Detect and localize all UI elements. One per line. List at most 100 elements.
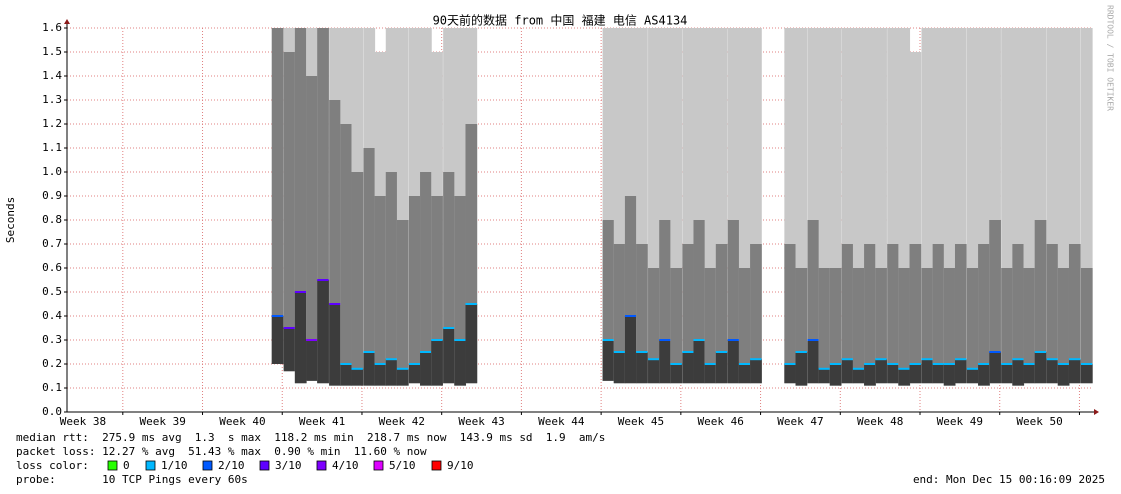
smoke-core [841, 359, 854, 384]
smoke-core [932, 364, 945, 384]
legend-swatch [259, 460, 270, 471]
smoke-core [283, 328, 296, 372]
smoke-outer [1023, 28, 1036, 384]
smoke-layer [271, 28, 1093, 386]
y-tick-label: 0.1 [42, 381, 62, 394]
smoke-core [807, 340, 820, 384]
smoke-outer [613, 28, 626, 384]
smoke-outer [943, 28, 956, 386]
y-tick-label: 0.5 [42, 285, 62, 298]
smoke-inner [864, 244, 876, 386]
smoke-core [648, 359, 660, 384]
smoke-inner [887, 244, 899, 384]
smoke-core [602, 340, 615, 381]
legend-label: 2/10 [218, 459, 245, 472]
y-tick-label: 0.6 [42, 261, 62, 274]
x-tick-label: Week 39 [139, 415, 185, 428]
smoke-core [294, 292, 307, 384]
smoke-outer [909, 52, 922, 384]
smoke-core [750, 359, 762, 384]
smoke-outer [1057, 28, 1070, 386]
smoke-core [898, 368, 911, 386]
smoke-core [682, 352, 695, 384]
smoke-core [329, 304, 341, 386]
smoke-inner [921, 268, 934, 384]
smoke-outer [932, 28, 945, 384]
smoke-inner [807, 220, 820, 384]
smoke-core [727, 340, 740, 384]
smoke-inner [329, 100, 341, 386]
y-tick-label: 1.5 [42, 45, 62, 58]
y-tick-label: 1.1 [42, 141, 62, 154]
smoke-core [636, 352, 648, 384]
smoke-inner [1001, 268, 1013, 384]
smoke-core [1001, 364, 1013, 384]
smoke-outer [852, 28, 865, 384]
smoke-outer [887, 28, 899, 384]
smoke-inner [271, 28, 284, 364]
y-tick-label: 0.2 [42, 357, 62, 370]
smoke-outer [784, 28, 797, 384]
legend-swatch [107, 460, 118, 471]
smoke-outer [1034, 28, 1047, 384]
smoke-inner [829, 268, 842, 386]
stats-line: median rtt: 275.9 ms avg 1.3 s max 118.2… [16, 431, 605, 444]
smoke-inner [909, 244, 922, 384]
x-tick-label: Week 41 [299, 415, 345, 428]
legend-swatch [373, 460, 384, 471]
legend-label: 5/10 [389, 459, 416, 472]
smoke-core [1023, 364, 1036, 384]
smoke-core [693, 340, 706, 384]
smoke-core [1034, 352, 1047, 384]
smoke-inner [875, 268, 887, 384]
x-tick-label: Week 46 [698, 415, 744, 428]
smoke-core [954, 359, 967, 384]
smoke-core [966, 368, 979, 384]
legend-label: 9/10 [447, 459, 474, 472]
smoke-inner [750, 244, 762, 384]
y-tick-label: 0.9 [42, 189, 62, 202]
smoke-inner [420, 172, 432, 386]
smoke-outer [715, 28, 728, 384]
smoke-inner [443, 172, 455, 384]
smoke-core [818, 368, 831, 384]
smoke-inner [704, 268, 717, 384]
smoke-inner [727, 220, 740, 384]
smoke-core [351, 368, 364, 386]
smoke-outer [989, 28, 1001, 384]
x-axis-arrow [1094, 409, 1099, 415]
smoke-inner [682, 244, 695, 384]
smoke-outer [795, 28, 808, 386]
legend-label: 0 [123, 459, 130, 472]
smoke-outer [818, 28, 831, 384]
end-time: end: Mon Dec 15 00:16:09 2025 [913, 473, 1105, 486]
y-tick-label: 0.4 [42, 309, 62, 322]
smoke-inner [715, 244, 728, 384]
smoke-outer [738, 28, 751, 384]
y-tick-label: 1.6 [42, 21, 62, 34]
smoke-core [659, 340, 671, 384]
smoke-inner [317, 28, 329, 384]
smoke-inner [1068, 244, 1081, 384]
smoke-core [306, 340, 318, 381]
x-tick-label: Week 44 [538, 415, 585, 428]
smoke-inner [1080, 268, 1093, 384]
x-tick-label: Week 48 [857, 415, 903, 428]
smoke-outer [682, 28, 695, 384]
x-tick-label: Week 42 [379, 415, 425, 428]
smoke-core [613, 352, 626, 384]
smoke-inner [454, 196, 467, 386]
smoke-core [875, 359, 887, 384]
smoke-inner [396, 220, 409, 386]
smoke-core [396, 368, 409, 386]
x-tick-label: Week 49 [937, 415, 983, 428]
y-tick-label: 0.8 [42, 213, 62, 226]
smoke-core [431, 340, 443, 386]
smoke-outer [875, 28, 887, 384]
y-tick-label: 0.7 [42, 237, 62, 250]
smoke-inner [1034, 220, 1047, 384]
smoke-core [864, 364, 876, 386]
smoke-outer [648, 28, 660, 384]
smoke-inner [363, 148, 376, 386]
smoke-core [978, 364, 990, 386]
